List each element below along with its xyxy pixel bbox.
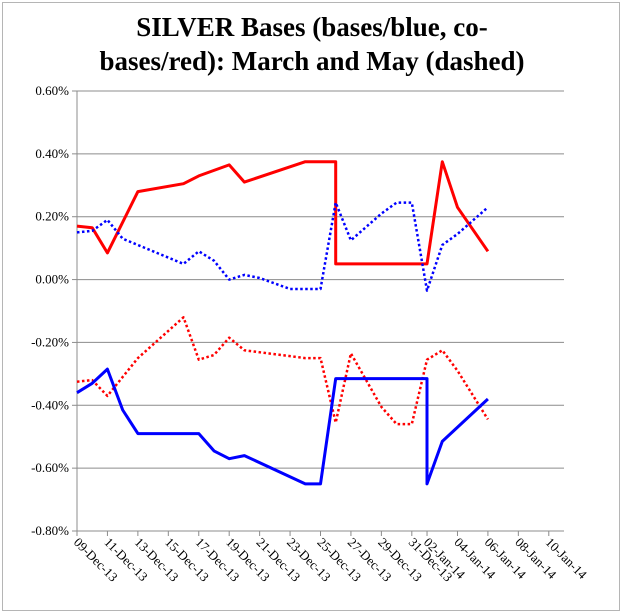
axes [72, 90, 564, 536]
series-line-1 [76, 201, 489, 292]
y-tick-label: 0.20% [35, 209, 69, 224]
y-tick-labels: 0.60% 0.40% 0.20% 0.00% -0.20% -0.40% -0.60% -0… [31, 83, 69, 538]
y-tick-label: -0.20% [31, 334, 69, 349]
chart-title-line-2: bases/red): March and May (dashed) [99, 46, 525, 76]
series-line-2 [76, 316, 489, 426]
y-tick-label: 0.60% [35, 83, 69, 98]
y-tick-label: -0.40% [31, 397, 69, 412]
series-lines [76, 160, 490, 486]
gridlines [77, 90, 564, 532]
x-tick-labels: 09-Dec-1311-Dec-1313-Dec-1315-Dec-1317-D… [71, 535, 591, 585]
y-tick-label: 0.40% [35, 146, 69, 161]
chart-title: SILVER Bases (bases/blue, co- bases/red)… [0, 10, 624, 78]
y-tick-label: 0.00% [35, 272, 69, 287]
chart-title-line-1: SILVER Bases (bases/blue, co- [136, 12, 488, 42]
series-line-3 [76, 367, 489, 486]
y-tick-label: -0.80% [31, 523, 69, 538]
series-line-0 [76, 160, 490, 266]
y-tick-label: -0.60% [31, 460, 69, 475]
